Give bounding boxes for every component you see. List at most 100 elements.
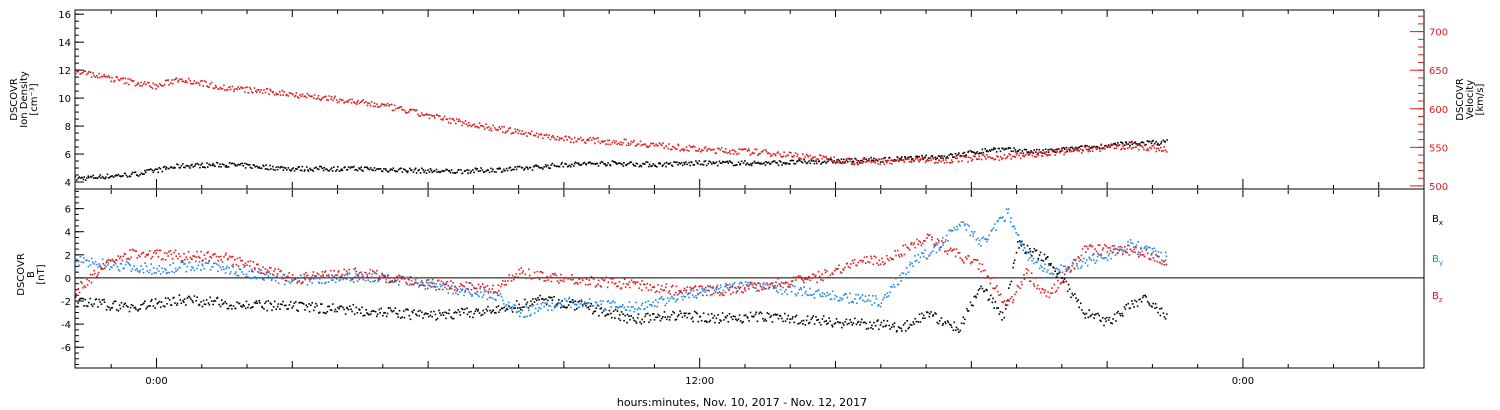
bz-series-point	[1043, 291, 1046, 294]
by-series-point	[929, 253, 931, 256]
by-series-point	[142, 271, 145, 274]
bx-series-point	[152, 305, 155, 307]
b-axis-title-line: DSCOVR	[16, 253, 27, 296]
b-axis-tick-label: -4	[61, 320, 71, 331]
bx-series-point	[519, 307, 521, 309]
bx-series-point	[144, 300, 146, 302]
ion-density-series-point	[270, 168, 272, 170]
bz-series-point	[358, 272, 361, 274]
by-series-point	[537, 310, 539, 312]
by-series-point	[330, 279, 333, 281]
bx-series-point	[1089, 315, 1092, 318]
by-series-point	[1089, 258, 1091, 260]
ion-density-series-point	[492, 168, 494, 171]
velocity-series-point	[201, 80, 203, 82]
bx-series-point	[569, 301, 571, 303]
bx-series-point	[947, 321, 950, 324]
velocity-series-point	[633, 139, 635, 142]
bz-series-point	[647, 289, 650, 291]
bx-series-point	[334, 308, 337, 311]
velocity-series-point	[623, 138, 626, 141]
velocity-series-point	[719, 149, 722, 151]
by-series-point	[165, 272, 168, 275]
bx-series-point	[994, 301, 997, 303]
ion-density-series-point	[1021, 150, 1024, 152]
by-series-point	[950, 230, 953, 232]
ion-density-series-point	[90, 176, 93, 178]
by-series-point	[468, 291, 470, 293]
bx-series-point	[146, 306, 148, 308]
ion-density-series-point	[369, 167, 372, 169]
by-series-point	[583, 301, 586, 303]
velocity-series-point	[758, 153, 760, 155]
velocity-series-point	[315, 98, 318, 100]
ion-density-series-point	[360, 166, 362, 168]
ion-density-series-point	[589, 161, 592, 164]
bx-series-point	[906, 320, 908, 322]
ion-density-series-point	[604, 163, 607, 165]
density-axis-tick-label: 14	[58, 38, 71, 49]
velocity-series-point	[480, 125, 482, 127]
bz-series-point	[853, 258, 856, 261]
bx-series-point	[974, 295, 977, 297]
bx-series-point	[91, 305, 94, 307]
by-series-point	[139, 269, 141, 272]
bx-series-point	[267, 300, 270, 302]
bz-series-point	[760, 288, 763, 291]
by-series-point	[1124, 250, 1127, 252]
ion-density-series-point	[220, 166, 222, 168]
bx-series-point	[913, 323, 915, 325]
velocity-series-point	[179, 78, 181, 80]
bx-series-point	[777, 317, 780, 320]
velocity-series-point	[497, 128, 499, 131]
bx-series-point	[1061, 277, 1064, 279]
velocity-series-point	[347, 101, 349, 103]
bx-series-point	[543, 299, 545, 301]
bx-series-point	[623, 319, 625, 322]
bx-series-point	[101, 299, 104, 301]
by-series-point	[209, 268, 212, 271]
bz-series-point	[277, 268, 280, 270]
velocity-series-point	[409, 108, 412, 111]
ion-density-series-point	[1157, 142, 1159, 145]
by-series-point	[334, 281, 337, 284]
ion-density-series-point	[904, 157, 907, 159]
by-series-point	[296, 276, 298, 279]
bz-series-point	[824, 269, 826, 271]
ion-density-series-point	[493, 170, 496, 173]
velocity-series-point	[430, 114, 433, 117]
ion-density-series-point	[376, 168, 378, 170]
by-series-point	[478, 295, 480, 298]
by-series-point	[857, 294, 860, 296]
bz-series-point	[504, 280, 506, 282]
bz-series-point	[376, 270, 378, 272]
ion-density-series-point	[247, 164, 250, 166]
velocity-series-point	[812, 156, 815, 158]
ion-density-series-point	[758, 162, 760, 164]
ion-density-series-point	[939, 155, 941, 157]
velocity-series-point	[185, 80, 187, 82]
velocity-series-point	[217, 88, 220, 90]
by-series-point	[391, 281, 394, 283]
bx-series-point	[149, 305, 151, 307]
velocity-series-point	[757, 154, 759, 156]
ion-density-series-point	[830, 159, 833, 161]
velocity-series-point	[125, 82, 128, 84]
bz-series-point	[520, 267, 522, 269]
bx-series-point	[1063, 278, 1066, 280]
velocity-series-point	[465, 123, 468, 125]
by-series-point	[1091, 254, 1094, 256]
ion-density-series-point	[823, 160, 826, 163]
velocity-series-point	[453, 119, 455, 122]
bx-series-point	[600, 307, 603, 309]
bx-series-point	[392, 310, 395, 312]
velocity-series-point	[446, 118, 449, 121]
bx-series-point	[390, 309, 392, 312]
by-series-point	[729, 283, 731, 286]
bz-series-point	[705, 286, 707, 289]
by-series-point	[502, 299, 504, 302]
bx-series-point	[829, 320, 831, 323]
bz-series-point	[90, 281, 93, 284]
velocity-series-point	[220, 88, 222, 90]
bx-series-point	[1108, 316, 1111, 319]
